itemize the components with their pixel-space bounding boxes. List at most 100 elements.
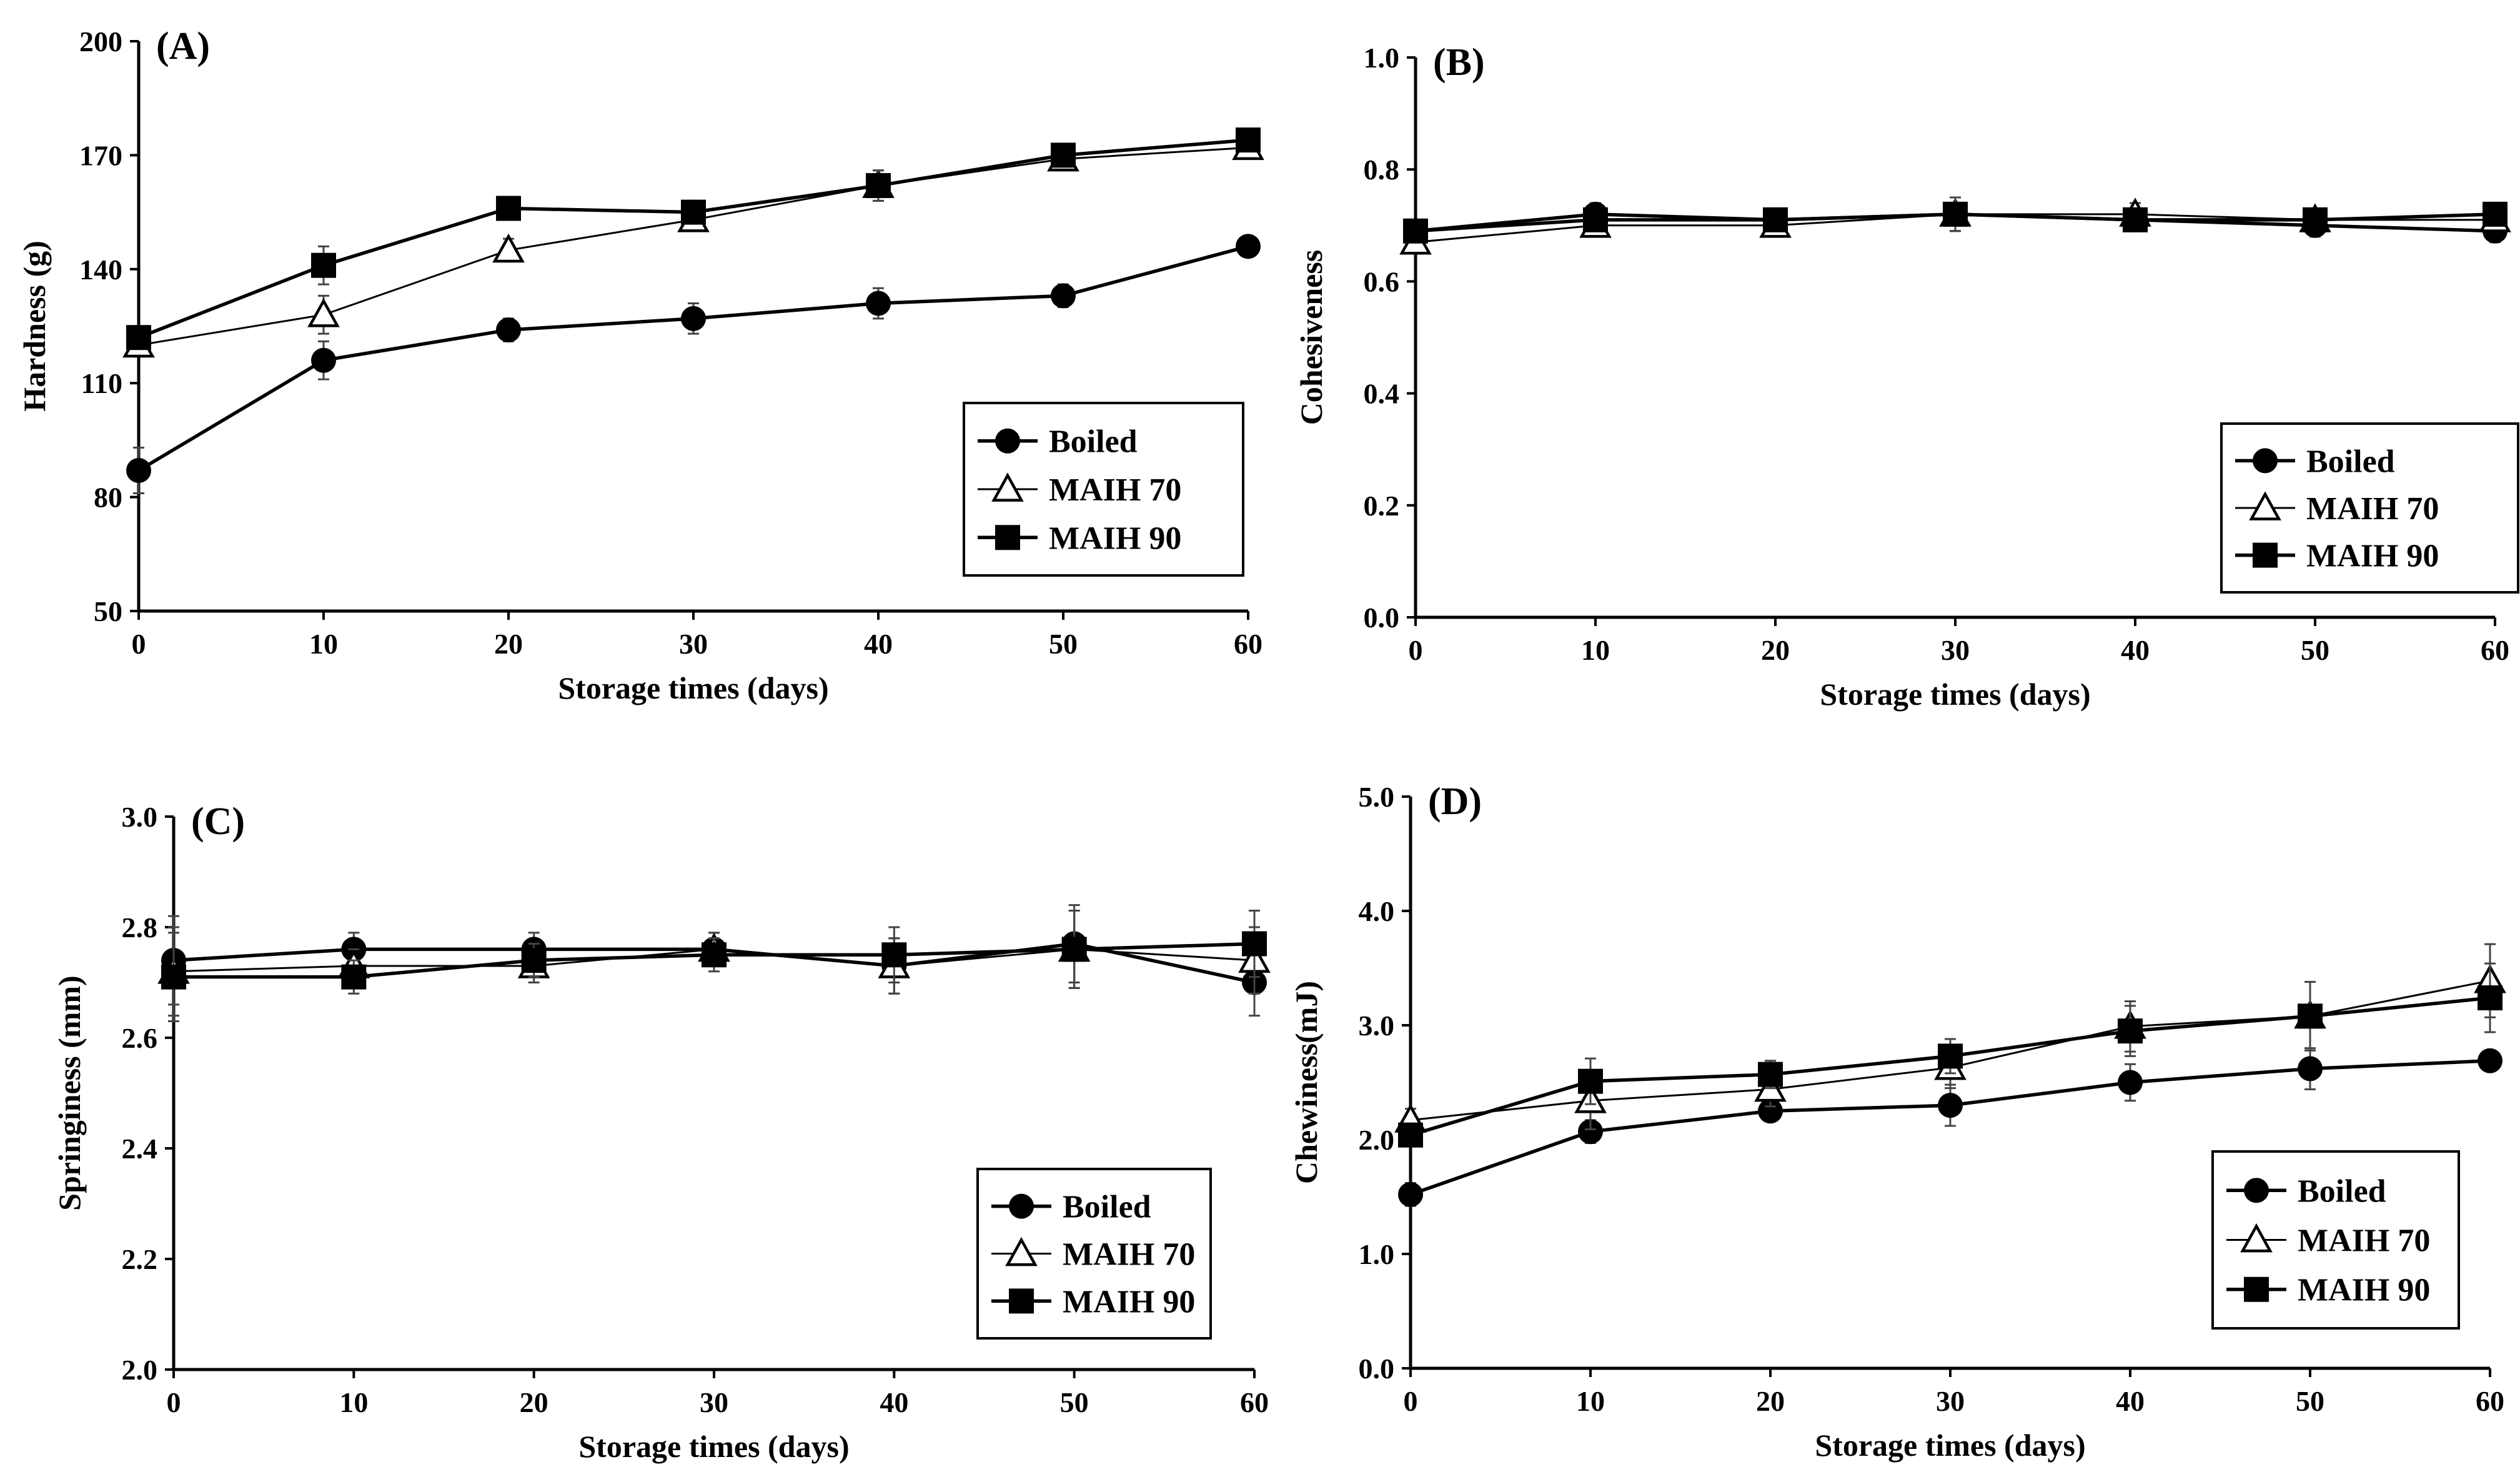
data-point	[2118, 1070, 2143, 1095]
x-tick-label: 40	[864, 628, 893, 660]
x-tick-label: 10	[339, 1386, 368, 1418]
legend-label: Boiled	[2306, 444, 2395, 479]
x-tick-label: 0	[1409, 634, 1423, 666]
legend-label: MAIH 70	[2298, 1223, 2430, 1259]
data-point	[1758, 1098, 1783, 1124]
data-point	[492, 233, 525, 263]
series-maih-90	[1398, 962, 2503, 1148]
x-tick-label: 20	[520, 1386, 548, 1418]
y-tick-label: 2.2	[122, 1243, 158, 1275]
x-axis-title: Storage times (days)	[1815, 1428, 2085, 1463]
legend-marker	[1005, 1236, 1038, 1266]
legend-label: MAIH 90	[2306, 539, 2439, 574]
data-point	[1061, 937, 1087, 962]
x-tick-label: 10	[309, 628, 338, 660]
legend-label: MAIH 70	[1049, 472, 1181, 508]
y-tick-label: 2.0	[122, 1354, 158, 1386]
data-point	[1763, 207, 1788, 232]
y-axis-title: Cohesiveness	[1294, 250, 1329, 425]
data-point	[2483, 201, 2508, 227]
data-point	[702, 942, 727, 968]
y-tick-label: 2.0	[1359, 1124, 1395, 1156]
y-axis-title: Hardness (g)	[17, 241, 52, 412]
data-point	[2298, 1003, 2323, 1029]
y-tick-label: 0.2	[1364, 490, 1400, 522]
data-point	[1398, 1181, 1423, 1207]
x-tick-label: 30	[1941, 634, 1970, 666]
x-tick-label: 0	[132, 628, 146, 660]
legend: Boiled MAIH 70 MAIH 90	[963, 402, 1244, 577]
legend: Boiled MAIH 70 MAIH 90	[2220, 422, 2519, 594]
y-tick-label: 0.8	[1364, 154, 1400, 186]
y-tick-label: 3.0	[1359, 1010, 1395, 1042]
data-point	[496, 196, 521, 221]
data-point	[2478, 1048, 2503, 1073]
legend-marker	[1009, 1288, 1034, 1314]
data-point	[1583, 207, 1608, 232]
panel-d: 0.0 1.0 2.0 3.0 4.0 5.0 0 10 20 30 40 50 60 Storage t…	[1289, 780, 2506, 1463]
x-tick-label: 50	[1060, 1386, 1089, 1418]
data-point	[161, 964, 186, 990]
x-tick-label: 50	[1049, 628, 1078, 660]
panel-label: (D)	[1428, 780, 1482, 823]
legend-marker	[991, 472, 1024, 502]
x-axis-title: Storage times (days)	[558, 670, 828, 705]
x-tick-label: 30	[679, 628, 708, 660]
legend-label: Boiled	[2298, 1173, 2386, 1209]
x-tick-label: 0	[1404, 1385, 1418, 1417]
legend-marker	[2244, 1178, 2269, 1203]
data-point	[681, 306, 706, 331]
panel-a: 50 80 110 140 170 200 0 10 20 30 40 50 60 Storage tim…	[17, 25, 1264, 705]
x-tick-label: 40	[880, 1386, 908, 1418]
y-tick-label: 170	[79, 139, 122, 171]
data-point	[341, 964, 367, 990]
legend-marker	[2253, 542, 2278, 568]
x-tick-label: 30	[1936, 1385, 1965, 1417]
data-point	[1242, 931, 1267, 957]
data-point	[1938, 1043, 1963, 1069]
data-point	[126, 325, 151, 351]
x-tick-label: 50	[2296, 1385, 2324, 1417]
data-point	[126, 458, 151, 484]
legend-label: MAIH 70	[1063, 1237, 1195, 1273]
data-point	[2303, 207, 2328, 232]
x-tick-label: 30	[700, 1386, 728, 1418]
y-tick-label: 4.0	[1359, 895, 1395, 927]
legend-label: MAIH 90	[1049, 520, 1181, 556]
x-tick-label: 40	[2116, 1385, 2145, 1417]
y-tick-label: 0.0	[1364, 602, 1400, 634]
x-tick-label: 60	[2481, 634, 2509, 666]
x-tick-label: 20	[1761, 634, 1790, 666]
y-axis-title: Chewiness(mJ)	[1289, 981, 1324, 1184]
x-axis-title: Storage times (days)	[1820, 677, 2090, 712]
y-tick-label: 2.8	[122, 912, 158, 943]
y-tick-label: 2.6	[122, 1022, 158, 1054]
y-tick-label: 140	[79, 254, 122, 286]
legend-label: MAIH 90	[2298, 1273, 2430, 1308]
data-point	[1051, 142, 1076, 168]
data-point	[1943, 201, 1968, 227]
data-point	[1758, 1062, 1783, 1087]
legend-marker	[995, 525, 1020, 550]
x-tick-label: 10	[1581, 634, 1610, 666]
legend-label: Boiled	[1063, 1190, 1151, 1225]
y-tick-label: 0.4	[1364, 378, 1400, 410]
data-point	[2478, 985, 2503, 1011]
y-tick-label: 2.4	[122, 1133, 158, 1165]
data-point	[2118, 1018, 2143, 1044]
data-point	[1938, 1093, 1963, 1118]
y-tick-label: 0.0	[1359, 1353, 1395, 1385]
data-point	[681, 199, 706, 225]
legend: Boiled MAIH 70 MAIH 90	[2211, 1150, 2460, 1330]
y-tick-label: 200	[79, 26, 122, 57]
data-point	[496, 317, 521, 343]
x-tick-label: 10	[1576, 1385, 1605, 1417]
panel-label: (B)	[1433, 41, 1485, 84]
series-boiled	[1398, 1047, 2503, 1207]
data-point	[1051, 283, 1076, 309]
series-maih-90	[126, 127, 1261, 351]
x-tick-label: 50	[2301, 634, 2329, 666]
x-tick-label: 60	[1234, 628, 1262, 660]
legend-marker	[2244, 1276, 2269, 1302]
